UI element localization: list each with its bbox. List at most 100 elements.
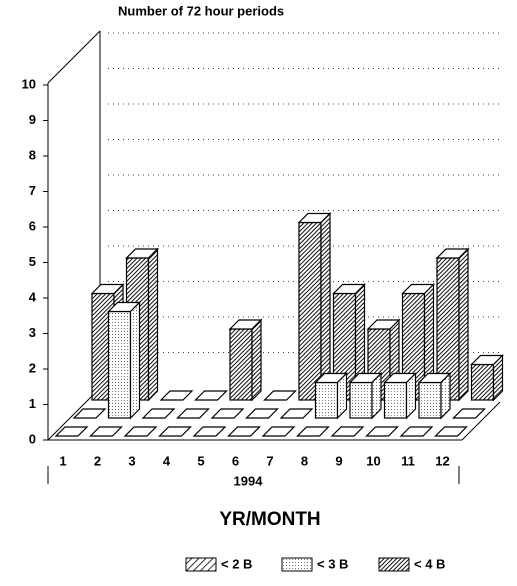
bar-top [365, 426, 399, 437]
bar-top [263, 390, 297, 401]
floor-tile [330, 426, 365, 437]
bar [470, 354, 504, 402]
floor-tile [365, 426, 399, 437]
bar [125, 247, 159, 402]
y-tick-label: 2 [29, 360, 36, 375]
bar-side [129, 301, 141, 420]
x-tick-label: 5 [197, 453, 204, 468]
floor-tile [227, 426, 261, 437]
floor-tile [141, 408, 176, 419]
bar-top [72, 408, 107, 419]
y-tick-label: 7 [29, 183, 36, 198]
frame [47, 30, 501, 484]
bar-top [296, 426, 330, 437]
bar-top [399, 426, 434, 437]
bar-side [405, 372, 417, 420]
bar-front [314, 381, 339, 419]
x-tick-label: 3 [128, 453, 135, 468]
bar [107, 301, 141, 420]
legend-label: < 2 B [221, 556, 252, 571]
floor-tile [89, 426, 123, 437]
floor-tile [452, 408, 486, 419]
bar [417, 372, 452, 420]
x-tick-label: 10 [366, 453, 380, 468]
floor-tile [263, 390, 297, 401]
bar [435, 247, 470, 402]
y-tick-label: 0 [29, 431, 36, 446]
bar-top [176, 408, 210, 419]
floor-tile [434, 426, 468, 437]
floor-tile [192, 426, 227, 437]
floor-tile [158, 426, 192, 437]
x-tick-label: 9 [335, 453, 342, 468]
bar-front [418, 381, 442, 419]
y-tick-label: 8 [29, 147, 36, 162]
floor-tile [123, 426, 158, 437]
bar-front [229, 328, 253, 401]
floor-tile [176, 408, 210, 419]
x-axis-label: YR/MONTH [219, 509, 320, 530]
bar-side [371, 372, 382, 420]
floor-tile [54, 426, 89, 437]
bar-top [245, 408, 279, 419]
x-tick-label: 11 [401, 453, 415, 468]
y-tick-label: 10 [22, 76, 36, 91]
bar-top [159, 390, 194, 401]
legend-swatch [378, 557, 410, 572]
x-tick-label: 1 [59, 453, 66, 468]
floor-tile [210, 408, 245, 419]
floor-tile [261, 426, 296, 437]
legend-label: < 4 B [414, 556, 445, 571]
bar-top [158, 426, 192, 437]
x-tick-label: 8 [301, 453, 308, 468]
bar-top [192, 426, 227, 437]
y-tick-label: 5 [29, 254, 36, 269]
y-tick-label: 4 [29, 289, 37, 304]
bar-front [107, 310, 132, 419]
x-tick-label: 7 [266, 453, 273, 468]
bar-front [349, 381, 373, 419]
bar-side [440, 372, 451, 420]
group-label: 1994 [234, 473, 264, 488]
bar-top [434, 426, 468, 437]
x-tick-label: 12 [435, 453, 449, 468]
bar [348, 372, 383, 420]
floor-tile [279, 408, 314, 419]
x-tick-label: 2 [94, 453, 101, 468]
bar [314, 372, 348, 420]
bar-side [336, 372, 348, 420]
bar-top [54, 426, 89, 437]
y-tick-label: 3 [29, 325, 36, 340]
floor-tile [296, 426, 330, 437]
floor-tile [159, 390, 194, 401]
bar [297, 212, 332, 402]
bar-front [470, 363, 495, 401]
y-tick-label: 6 [29, 218, 36, 233]
x-tick-label: 6 [232, 453, 239, 468]
floor-tile [72, 408, 107, 419]
floor-tile [245, 408, 279, 419]
x-tick-label: 4 [163, 453, 171, 468]
floor-tile [399, 426, 434, 437]
bar-side [458, 247, 469, 402]
bar-top [141, 408, 176, 419]
legend-swatch [281, 557, 313, 572]
legend-label: < 3 B [317, 556, 348, 571]
bar-side [251, 318, 262, 402]
bar-top [261, 426, 296, 437]
bar [228, 318, 263, 402]
bar-top [279, 408, 314, 419]
bar-top [330, 426, 365, 437]
bar-top [452, 408, 486, 419]
bar-side [492, 354, 504, 402]
bar [383, 372, 417, 420]
bar-top [123, 426, 158, 437]
bar-top [210, 408, 245, 419]
y-tick-label: 1 [29, 396, 36, 411]
bar-top [89, 426, 123, 437]
bar-top [194, 390, 228, 401]
bar-side [320, 212, 331, 402]
bar-top [227, 426, 261, 437]
bar-front [383, 381, 408, 419]
